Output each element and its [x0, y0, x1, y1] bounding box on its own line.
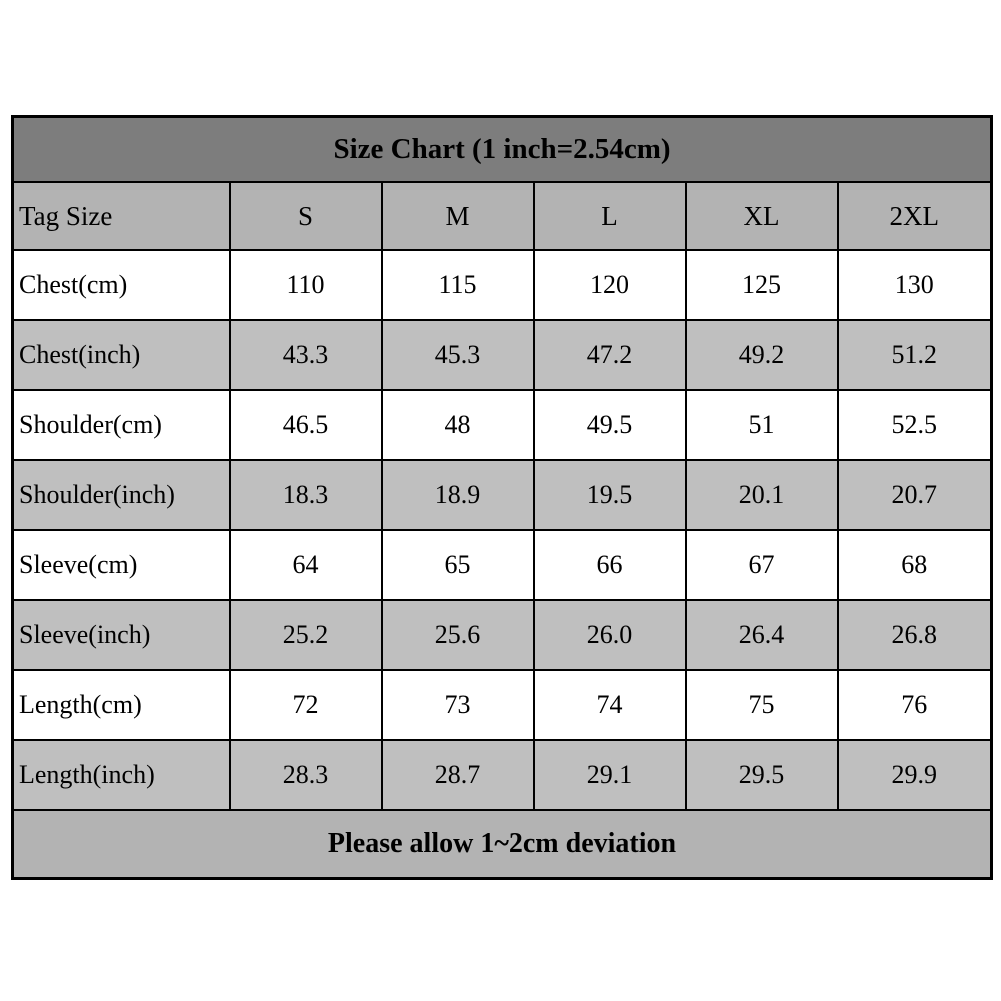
value-cell: 120 — [532, 249, 687, 321]
value-cell: 115 — [380, 249, 535, 321]
value-cell: 18.3 — [228, 459, 383, 531]
value-cell: 110 — [228, 249, 383, 321]
value-cell: 75 — [684, 669, 839, 741]
value-cell: 64 — [228, 529, 383, 601]
value-cell: 25.2 — [228, 599, 383, 671]
column-header-2xl: 2XL — [836, 181, 993, 251]
value-cell: 18.9 — [380, 459, 535, 531]
value-cell: 19.5 — [532, 459, 687, 531]
row-label-length-cm: Length(cm) — [11, 669, 231, 741]
value-cell: 29.5 — [684, 739, 839, 811]
footer-row: Please allow 1~2cm deviation — [11, 809, 993, 880]
table-row-length-cm: Length(cm) 72 73 74 75 76 — [11, 669, 993, 741]
value-cell: 76 — [836, 669, 993, 741]
value-cell: 66 — [532, 529, 687, 601]
column-header-tag-size: Tag Size — [11, 181, 231, 251]
row-label-chest-cm: Chest(cm) — [11, 249, 231, 321]
value-cell: 51 — [684, 389, 839, 461]
value-cell: 29.1 — [532, 739, 687, 811]
table-row-length-inch: Length(inch) 28.3 28.7 29.1 29.5 29.9 — [11, 739, 993, 811]
value-cell: 52.5 — [836, 389, 993, 461]
value-cell: 25.6 — [380, 599, 535, 671]
value-cell: 48 — [380, 389, 535, 461]
table-row-chest-cm: Chest(cm) 110 115 120 125 130 — [11, 249, 993, 321]
column-header-s: S — [228, 181, 383, 251]
column-header-m: M — [380, 181, 535, 251]
size-chart-table: Size Chart (1 inch=2.54cm) Tag Size S M … — [11, 115, 993, 880]
value-cell: 29.9 — [836, 739, 993, 811]
value-cell: 74 — [532, 669, 687, 741]
value-cell: 49.2 — [684, 319, 839, 391]
table-row-shoulder-cm: Shoulder(cm) 46.5 48 49.5 51 52.5 — [11, 389, 993, 461]
row-label-length-inch: Length(inch) — [11, 739, 231, 811]
value-cell: 67 — [684, 529, 839, 601]
row-label-sleeve-inch: Sleeve(inch) — [11, 599, 231, 671]
value-cell: 47.2 — [532, 319, 687, 391]
value-cell: 130 — [836, 249, 993, 321]
value-cell: 125 — [684, 249, 839, 321]
value-cell: 73 — [380, 669, 535, 741]
value-cell: 20.7 — [836, 459, 993, 531]
value-cell: 43.3 — [228, 319, 383, 391]
table-row-sleeve-inch: Sleeve(inch) 25.2 25.6 26.0 26.4 26.8 — [11, 599, 993, 671]
value-cell: 28.3 — [228, 739, 383, 811]
value-cell: 49.5 — [532, 389, 687, 461]
value-cell: 26.4 — [684, 599, 839, 671]
deviation-note: Please allow 1~2cm deviation — [11, 809, 993, 880]
value-cell: 26.8 — [836, 599, 993, 671]
row-label-shoulder-inch: Shoulder(inch) — [11, 459, 231, 531]
value-cell: 68 — [836, 529, 993, 601]
row-label-sleeve-cm: Sleeve(cm) — [11, 529, 231, 601]
title-row: Size Chart (1 inch=2.54cm) — [11, 115, 993, 183]
value-cell: 28.7 — [380, 739, 535, 811]
value-cell: 72 — [228, 669, 383, 741]
value-cell: 46.5 — [228, 389, 383, 461]
value-cell: 20.1 — [684, 459, 839, 531]
table-row-shoulder-inch: Shoulder(inch) 18.3 18.9 19.5 20.1 20.7 — [11, 459, 993, 531]
value-cell: 65 — [380, 529, 535, 601]
size-chart-title: Size Chart (1 inch=2.54cm) — [11, 115, 993, 183]
column-header-row: Tag Size S M L XL 2XL — [11, 181, 993, 251]
table-row-chest-inch: Chest(inch) 43.3 45.3 47.2 49.2 51.2 — [11, 319, 993, 391]
column-header-xl: XL — [684, 181, 839, 251]
column-header-l: L — [532, 181, 687, 251]
row-label-shoulder-cm: Shoulder(cm) — [11, 389, 231, 461]
table-row-sleeve-cm: Sleeve(cm) 64 65 66 67 68 — [11, 529, 993, 601]
row-label-chest-inch: Chest(inch) — [11, 319, 231, 391]
value-cell: 45.3 — [380, 319, 535, 391]
value-cell: 51.2 — [836, 319, 993, 391]
value-cell: 26.0 — [532, 599, 687, 671]
